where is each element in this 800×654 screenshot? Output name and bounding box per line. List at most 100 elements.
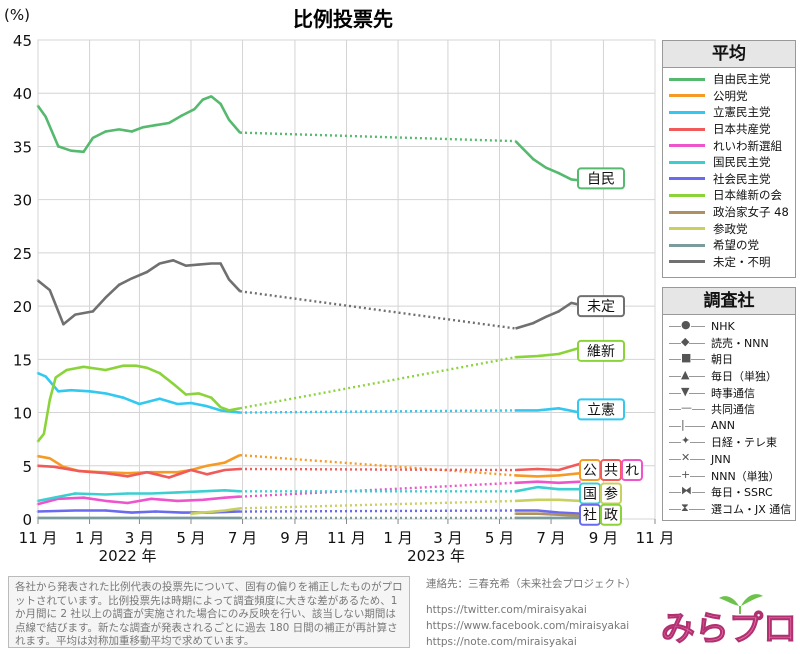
survey-marker-icon: ● [669, 318, 705, 333]
survey-point [223, 461, 227, 464]
legend-label: 社会民主党 [713, 171, 771, 186]
series-line [515, 471, 581, 478]
survey-point [536, 498, 539, 502]
survey-point [104, 130, 108, 133]
series-gap-line [239, 409, 516, 414]
y-tick-label: 30 [13, 192, 32, 210]
survey-point [121, 396, 125, 400]
legend-swatch [669, 227, 705, 231]
survey-point [514, 481, 517, 485]
survey-point [36, 104, 40, 108]
survey-point [36, 439, 40, 443]
survey-point [56, 145, 60, 148]
svg-text:みらプロ: みらプロ [661, 609, 795, 648]
party-legend-rows: 自由民主党 公明党 立憲民主党 日本共産党 れいわ新選組 国民民主党 社会民主党 日本維新の会… [663, 68, 795, 270]
survey-point [36, 279, 40, 282]
y-tick-label: 45 [13, 32, 32, 50]
survey-point [91, 310, 95, 313]
series-line [515, 407, 581, 414]
survey-point [557, 406, 561, 410]
legend-label: れいわ新選組 [713, 138, 782, 153]
survey-point [36, 464, 40, 468]
survey-point [557, 473, 561, 477]
survey-marker-icon: ▼ [669, 384, 705, 399]
survey-point [531, 157, 535, 161]
survey-point [158, 397, 162, 401]
series-gap-line [239, 356, 516, 410]
survey-point [557, 171, 561, 175]
y-axis-unit: (%) [4, 6, 30, 24]
legend-swatch [669, 144, 705, 148]
x-tick-label: 7 月 [536, 529, 565, 547]
survey-point [48, 398, 52, 402]
y-tick-label: 40 [13, 85, 32, 103]
survey-legend-item: ✦ 日経・テレ東 [663, 434, 795, 451]
survey-legend-item: ■ 朝日 [663, 351, 795, 368]
survey-legend-item: | ANN [663, 417, 795, 435]
end-label: 社 [579, 503, 601, 526]
legend-swatch [669, 243, 705, 247]
survey-point [104, 509, 108, 512]
series-5 [36, 485, 581, 503]
survey-label: 時事通信 [711, 386, 755, 400]
survey-point [189, 401, 193, 405]
survey-point [557, 511, 561, 515]
end-label: 国 [579, 482, 601, 505]
end-label-box [621, 459, 643, 482]
series-line [515, 480, 581, 485]
survey-point [184, 393, 188, 396]
twitter-link[interactable]: https://twitter.com/miraisyakai [426, 604, 587, 616]
survey-legend-rows: ● NHK ◆ 読売・NNN ■ 朝日 ▲ 毎日（単独） ▼ 時事通信 — 共同通信 | ANN ✦ 日経・テ… [663, 315, 795, 517]
end-label-box [577, 167, 625, 190]
end-label-text: 維新 [587, 344, 615, 360]
survey-point [238, 467, 242, 471]
end-label: 未定 [577, 295, 625, 318]
survey-point [134, 364, 138, 368]
survey-legend-item: ✕ JNN [663, 451, 795, 468]
party-legend-item: 日本維新の会 [663, 187, 795, 204]
end-label-text: れ [625, 463, 639, 479]
party-legend-item: れいわ新選組 [663, 137, 795, 154]
grid [37, 39, 656, 520]
survey-marker-icon: + [669, 467, 705, 482]
series-gap-line [239, 499, 516, 510]
legend-swatch [669, 177, 705, 181]
survey-point [126, 501, 129, 505]
facebook-link[interactable]: https://www.facebook.com/miraisyakai [426, 620, 630, 632]
survey-marker-icon: — [669, 401, 705, 416]
series-line [37, 495, 241, 506]
survey-point [73, 492, 77, 495]
end-label-text: 自民 [587, 171, 615, 187]
mirapro-logo: みらプロ [661, 594, 795, 648]
x-tick-label: 3 月 [125, 529, 154, 547]
survey-point [514, 489, 517, 493]
year-label: 2023 年 [407, 547, 465, 565]
survey-point [514, 473, 517, 477]
contact-line: 連絡先：三春充希（未来社会プロジェクト） [426, 578, 636, 590]
footnote: 各社から発表された比例代表の投票先について、固有の偏りを補正したものがプロットさ… [8, 576, 410, 648]
series-gap-line [239, 131, 516, 143]
legend-label: 日本維新の会 [713, 188, 782, 203]
survey-point [238, 131, 242, 135]
x-tick-label: 9 月 [280, 529, 309, 547]
survey-point [219, 409, 222, 412]
end-label-box [577, 398, 625, 421]
legend-swatch [669, 77, 705, 81]
end-label: 自民 [577, 167, 625, 190]
x-tick-label: 9 月 [589, 529, 618, 547]
party-legend-item: 自由民主党 [663, 71, 795, 88]
series-line [515, 462, 581, 472]
y-tick-label: 0 [22, 511, 32, 529]
survey-point [117, 283, 121, 287]
legend-label: 未定・不明 [713, 254, 771, 269]
survey-marker-icon: ■ [669, 351, 705, 366]
end-label-text: 社 [583, 508, 597, 524]
survey-point [104, 368, 108, 372]
series-line [37, 489, 241, 503]
survey-marker-icon: ⧗ [669, 500, 705, 515]
legend-swatch [669, 160, 705, 164]
survey-label: 日経・テレ東 [711, 436, 777, 450]
x-tick-label: 1 月 [383, 529, 412, 547]
note-link[interactable]: https://note.com/miraisyakai [426, 636, 577, 648]
